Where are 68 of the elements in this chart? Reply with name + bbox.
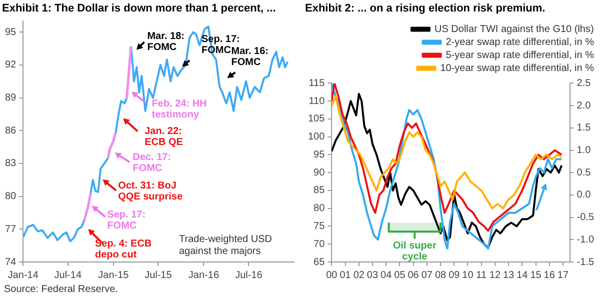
y-tick-label: 110 (308, 96, 326, 107)
y-tick-label: 86 (5, 125, 17, 136)
y-tick-label: 90 (314, 167, 326, 178)
x-tick-label: 15 (530, 270, 542, 281)
y2-tick-label: -1.0 (576, 234, 594, 246)
x-tick-label: 10 (462, 270, 474, 281)
annotation: Sep. 17: FOMC (107, 210, 146, 232)
y2-tick-label: 2.5 (576, 78, 592, 89)
chart-title: Exhibit 2: ... on a rising election risk premium. (305, 2, 546, 15)
x-tick-label: Jan-14 (8, 270, 39, 281)
y2-tick-label: -1.5 (576, 256, 594, 268)
y-tick-label: 80 (5, 191, 17, 202)
y-tick-label: 75 (314, 220, 326, 232)
y-tick-label: 85 (314, 185, 326, 196)
x-tick-label: Jul-15 (144, 270, 172, 281)
annotation: Mar. 18: FOMC (147, 30, 184, 53)
x-tick-label: Jan-15 (98, 270, 130, 281)
x-tick-label: Jul-16 (235, 270, 263, 281)
y2-tick-label: 1.0 (576, 145, 592, 156)
y-tick-label: 100 (308, 132, 326, 143)
x-tick-label: 11 (476, 270, 487, 281)
x-tick-label: Jul-14 (54, 270, 82, 281)
y2-tick-label: 2.0 (576, 100, 592, 112)
y-tick-label: 70 (314, 238, 326, 250)
legend-label: 10-year swap rate differential, in % (440, 62, 594, 74)
x-tick-label: 04 (380, 270, 392, 281)
y2-tick-label: 1.5 (576, 122, 592, 134)
y-tick-label: 115 (308, 78, 326, 89)
x-tick-label: 13 (502, 270, 515, 281)
x-tick-label: 08 (434, 270, 447, 281)
x-tick-label: 14 (516, 270, 528, 281)
x-tick-label: Jan-16 (188, 270, 220, 281)
y2-tick-label: 0.0 (576, 190, 592, 201)
x-tick-label: 00 (326, 270, 338, 281)
x-tick-label: 02 (353, 270, 365, 281)
y-tick-label: 83 (5, 158, 17, 170)
y2-tick-label: -0.5 (576, 212, 594, 224)
annotation: Jan. 22: ECB QE (144, 126, 184, 148)
annotation: Feb. 24: HH testimony (152, 98, 207, 121)
annotation: Dec. 17: FOMC (132, 152, 172, 174)
x-tick-label: 16 (544, 270, 556, 281)
legend-label: US Dollar TWI against the G10 (lhs) (434, 24, 594, 35)
x-tick-label: 17 (557, 270, 569, 281)
x-tick-label: 06 (408, 270, 420, 281)
legend-label: 5-year swap rate differential, in % (446, 50, 594, 61)
y-tick-label: 80 (314, 203, 326, 214)
x-tick-label: 07 (421, 270, 433, 281)
band-label: Oil super cycle (392, 240, 436, 263)
y-tick-label: 77 (5, 224, 17, 235)
x-tick-label: 05 (394, 270, 406, 281)
y-tick-label: 74 (5, 256, 17, 268)
y-tick-label: 89 (5, 92, 17, 104)
x-tick-label: 03 (366, 270, 378, 281)
chart-title: Exhibit 1: The Dollar is down more than 1 percent, ... (2, 2, 276, 15)
y2-tick-label: 0.5 (576, 167, 592, 178)
y-tick-label: 105 (308, 114, 326, 125)
legend-label: 2-year swap rate differential, in % (446, 36, 594, 48)
annotation: Mar. 16: FOMC (231, 46, 269, 68)
x-tick-label: 01 (340, 270, 352, 281)
annotation: Oct. 31: BoJ QQE surprise (118, 180, 183, 202)
y-tick-label: 95 (314, 149, 326, 160)
y-tick-label: 65 (314, 256, 326, 268)
y-tick-label: 92 (5, 60, 17, 71)
annotation: Trade-weighted USD against the majors (179, 234, 272, 257)
x-tick-label: 09 (448, 270, 460, 281)
x-tick-label: 12 (489, 270, 501, 281)
source-note: Source: Federal Reserve. (3, 284, 119, 295)
y-tick-label: 95 (5, 26, 17, 38)
